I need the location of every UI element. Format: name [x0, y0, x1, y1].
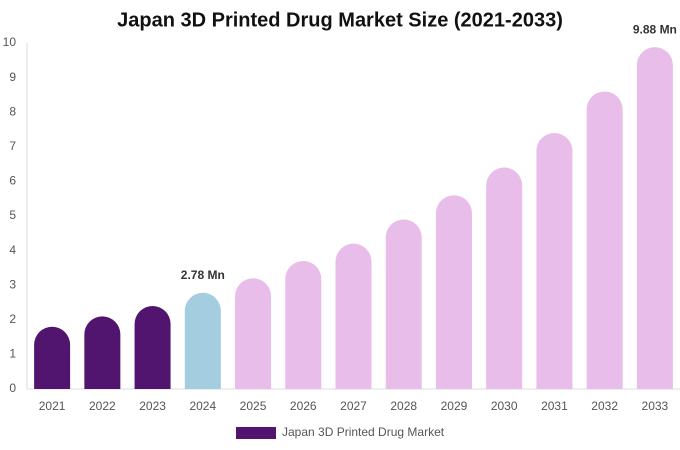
- y-tick-label: 10: [3, 35, 17, 49]
- bar: [385, 219, 422, 389]
- y-tick-label: 9: [9, 70, 16, 84]
- chart-title: Japan 3D Printed Drug Market Size (2021-…: [117, 9, 563, 31]
- value-label: 9.88 Mn: [633, 22, 677, 36]
- y-tick-label: 0: [9, 381, 16, 395]
- y-tick-label: 6: [9, 174, 16, 188]
- bar: [586, 91, 623, 390]
- y-tick-label: 5: [9, 208, 16, 222]
- value-label: 2.78 Mn: [181, 268, 225, 282]
- bar: [235, 278, 272, 389]
- x-tick-label: 2026: [290, 399, 317, 413]
- bar: [134, 305, 171, 389]
- bar: [435, 195, 472, 389]
- y-tick-label: 3: [9, 277, 16, 291]
- bar: [84, 316, 121, 389]
- bar: [335, 243, 372, 389]
- x-tick-label: 2021: [39, 399, 66, 413]
- x-tick-label: 2030: [491, 399, 518, 413]
- x-tick-label: 2032: [591, 399, 618, 413]
- y-tick-label: 4: [9, 243, 16, 257]
- x-tick-label: 2033: [642, 399, 669, 413]
- bar: [34, 326, 71, 389]
- bar: [636, 47, 673, 389]
- y-tick-label: 1: [9, 347, 16, 361]
- x-tick-label: 2029: [441, 399, 468, 413]
- y-tick-label: 8: [9, 104, 16, 118]
- y-tick-label: 2: [9, 312, 16, 326]
- legend-label: Japan 3D Printed Drug Market: [282, 425, 445, 439]
- x-tick-label: 2022: [89, 399, 116, 413]
- x-tick-label: 2028: [390, 399, 417, 413]
- legend-swatch: [236, 427, 276, 439]
- x-tick-label: 2024: [189, 399, 216, 413]
- x-tick-label: 2025: [240, 399, 267, 413]
- bar: [184, 292, 221, 389]
- bar: [486, 167, 523, 389]
- x-tick-label: 2027: [340, 399, 367, 413]
- x-tick-label: 2031: [541, 399, 568, 413]
- x-tick-label: 2023: [139, 399, 166, 413]
- bar: [285, 260, 322, 389]
- bar: [536, 132, 573, 389]
- y-tick-label: 7: [9, 139, 16, 153]
